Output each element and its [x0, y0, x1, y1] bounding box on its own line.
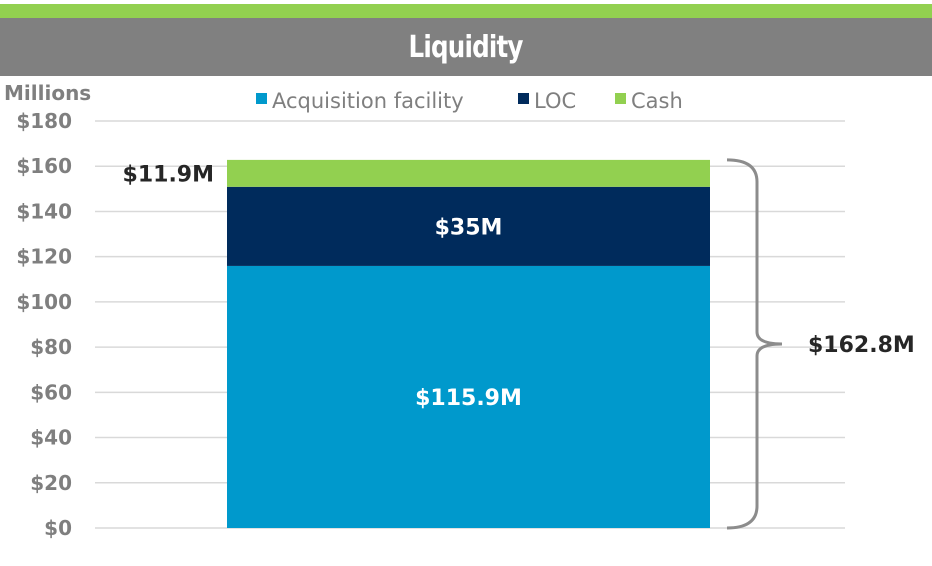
- chart-title: Liquidity: [408, 29, 524, 65]
- y-tick-label: $120: [16, 245, 72, 269]
- y-tick-label: $80: [30, 335, 72, 359]
- total-brace: $162.8M: [726, 158, 915, 530]
- y-axis-label: Millions: [4, 81, 91, 105]
- legend-label: Cash: [631, 89, 683, 113]
- y-axis-ticks: $0 $20 $40 $60 $80 $100 $120 $140 $160 $180: [16, 109, 72, 540]
- total-label: $162.8M: [808, 333, 915, 358]
- bars: $115.9M $35M $11.9M: [123, 159, 710, 528]
- y-tick-label: $60: [30, 380, 72, 404]
- legend: Acquisition facility LOC Cash: [256, 89, 683, 113]
- bar-segment: [227, 159, 710, 187]
- legend-swatch: [615, 93, 626, 104]
- header-accent-strip: [0, 4, 932, 18]
- legend-label: Acquisition facility: [272, 89, 464, 113]
- y-tick-label: $160: [16, 154, 72, 178]
- y-tick-label: $180: [16, 109, 72, 133]
- y-tick-label: $20: [30, 471, 72, 495]
- data-label: $35M: [435, 215, 503, 240]
- brace-shape: [726, 158, 783, 530]
- y-tick-label: $140: [16, 199, 72, 223]
- y-tick-label: $0: [44, 516, 72, 540]
- bar-segment: [227, 186, 710, 266]
- bar-segment: [227, 265, 710, 528]
- legend-swatch: [518, 93, 529, 104]
- data-label: $11.9M: [123, 162, 214, 187]
- legend-label: LOC: [534, 89, 576, 113]
- legend-swatch: [256, 93, 267, 104]
- title-bar: Liquidity: [0, 18, 932, 76]
- data-label: $115.9M: [415, 386, 522, 411]
- y-tick-label: $40: [30, 426, 72, 450]
- y-tick-label: $100: [16, 290, 72, 314]
